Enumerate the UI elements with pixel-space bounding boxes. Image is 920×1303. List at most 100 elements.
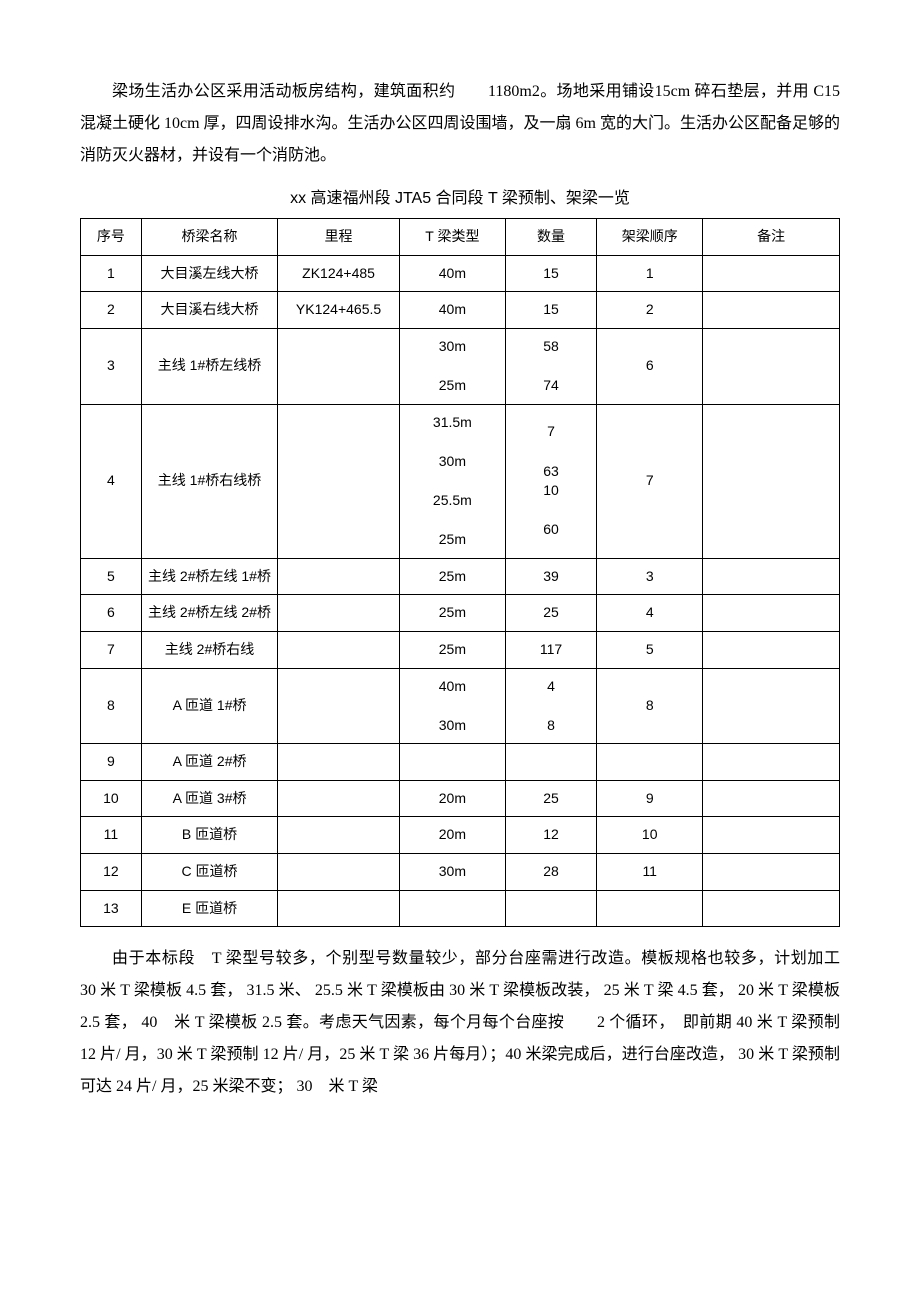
cell-order bbox=[597, 890, 703, 927]
cell-seq: 5 bbox=[81, 558, 142, 595]
cell-type: 40m bbox=[399, 292, 505, 329]
col-mileage: 里程 bbox=[278, 219, 399, 256]
cell-note bbox=[703, 292, 840, 329]
cell-qty bbox=[506, 890, 597, 927]
cell-seq: 1 bbox=[81, 255, 142, 292]
cell-seq: 3 bbox=[81, 328, 142, 404]
cell-qty: 7 63 10 60 bbox=[506, 404, 597, 558]
cell-note bbox=[703, 404, 840, 558]
cell-seq: 11 bbox=[81, 817, 142, 854]
cell-name: 主线 2#桥左线 2#桥 bbox=[141, 595, 278, 632]
cell-note bbox=[703, 631, 840, 668]
cell-qty: 12 bbox=[506, 817, 597, 854]
table-row: 3主线 1#桥左线桥30m 25m58 746 bbox=[81, 328, 840, 404]
cell-qty: 15 bbox=[506, 292, 597, 329]
cell-order: 4 bbox=[597, 595, 703, 632]
cell-seq: 9 bbox=[81, 744, 142, 781]
cell-seq: 6 bbox=[81, 595, 142, 632]
cell-type: 40m bbox=[399, 255, 505, 292]
cell-seq: 7 bbox=[81, 631, 142, 668]
table-row: 2大目溪右线大桥YK124+465.540m152 bbox=[81, 292, 840, 329]
table-row: 4主线 1#桥右线桥 31.5m 30m 25.5m 25m7 63 10 607 bbox=[81, 404, 840, 558]
cell-qty: 4 8 bbox=[506, 668, 597, 744]
cell-type: 30m bbox=[399, 854, 505, 891]
cell-type: 20m bbox=[399, 817, 505, 854]
paragraph-1: 梁场生活办公区采用活动板房结构，建筑面积约 1180m2。场地采用铺设15cm … bbox=[80, 76, 840, 172]
table-row: 12C 匝道桥30m2811 bbox=[81, 854, 840, 891]
cell-type bbox=[399, 744, 505, 781]
cell-qty: 58 74 bbox=[506, 328, 597, 404]
cell-note bbox=[703, 595, 840, 632]
cell-qty: 15 bbox=[506, 255, 597, 292]
cell-note bbox=[703, 668, 840, 744]
cell-seq: 10 bbox=[81, 780, 142, 817]
cell-type: 25m bbox=[399, 631, 505, 668]
cell-seq: 12 bbox=[81, 854, 142, 891]
cell-name: 主线 1#桥左线桥 bbox=[141, 328, 278, 404]
cell-note bbox=[703, 780, 840, 817]
table-row: 10A 匝道 3#桥 20m259 bbox=[81, 780, 840, 817]
cell-name: A 匝道 3#桥 bbox=[141, 780, 278, 817]
table-row: 6主线 2#桥左线 2#桥25m254 bbox=[81, 595, 840, 632]
cell-mileage bbox=[278, 780, 399, 817]
cell-seq: 2 bbox=[81, 292, 142, 329]
col-name: 桥梁名称 bbox=[141, 219, 278, 256]
cell-type: 40m 30m bbox=[399, 668, 505, 744]
cell-order: 2 bbox=[597, 292, 703, 329]
cell-mileage: ZK124+485 bbox=[278, 255, 399, 292]
table-row: 7主线 2#桥右线 25m1175 bbox=[81, 631, 840, 668]
cell-type: 20m bbox=[399, 780, 505, 817]
cell-mileage bbox=[278, 817, 399, 854]
cell-seq: 8 bbox=[81, 668, 142, 744]
cell-name: 主线 2#桥右线 bbox=[141, 631, 278, 668]
cell-name: C 匝道桥 bbox=[141, 854, 278, 891]
cell-name: B 匝道桥 bbox=[141, 817, 278, 854]
cell-name: A 匝道 1#桥 bbox=[141, 668, 278, 744]
cell-name: 大目溪右线大桥 bbox=[141, 292, 278, 329]
cell-order: 5 bbox=[597, 631, 703, 668]
col-type: T 梁类型 bbox=[399, 219, 505, 256]
cell-qty bbox=[506, 744, 597, 781]
cell-qty: 39 bbox=[506, 558, 597, 595]
table-header-row: 序号 桥梁名称 里程 T 梁类型 数量 架梁顺序 备注 bbox=[81, 219, 840, 256]
cell-qty: 117 bbox=[506, 631, 597, 668]
cell-order: 3 bbox=[597, 558, 703, 595]
cell-order bbox=[597, 744, 703, 781]
cell-mileage bbox=[278, 328, 399, 404]
cell-order: 7 bbox=[597, 404, 703, 558]
cell-order: 9 bbox=[597, 780, 703, 817]
table-row: 1大目溪左线大桥ZK124+48540m151 bbox=[81, 255, 840, 292]
cell-order: 1 bbox=[597, 255, 703, 292]
table-row: 5主线 2#桥左线 1#桥25m393 bbox=[81, 558, 840, 595]
cell-name: E 匝道桥 bbox=[141, 890, 278, 927]
cell-note bbox=[703, 890, 840, 927]
cell-type: 25m bbox=[399, 595, 505, 632]
cell-mileage bbox=[278, 631, 399, 668]
table-row: 11B 匝道桥20m1210 bbox=[81, 817, 840, 854]
table-row: 13E 匝道桥 bbox=[81, 890, 840, 927]
col-order: 架梁顺序 bbox=[597, 219, 703, 256]
col-qty: 数量 bbox=[506, 219, 597, 256]
cell-note bbox=[703, 854, 840, 891]
cell-qty: 28 bbox=[506, 854, 597, 891]
cell-mileage bbox=[278, 890, 399, 927]
cell-name: 主线 1#桥右线桥 bbox=[141, 404, 278, 558]
cell-qty: 25 bbox=[506, 780, 597, 817]
cell-note bbox=[703, 328, 840, 404]
cell-mileage bbox=[278, 854, 399, 891]
cell-type: 31.5m 30m 25.5m 25m bbox=[399, 404, 505, 558]
cell-seq: 4 bbox=[81, 404, 142, 558]
table-caption: xx 高速福州段 JTA5 合同段 T 梁预制、架梁一览 bbox=[80, 184, 840, 208]
cell-order: 6 bbox=[597, 328, 703, 404]
cell-type bbox=[399, 890, 505, 927]
cell-note bbox=[703, 558, 840, 595]
table-row: 9A 匝道 2#桥 bbox=[81, 744, 840, 781]
cell-mileage: YK124+465.5 bbox=[278, 292, 399, 329]
cell-note bbox=[703, 744, 840, 781]
cell-name: 大目溪左线大桥 bbox=[141, 255, 278, 292]
cell-note bbox=[703, 255, 840, 292]
cell-mileage bbox=[278, 668, 399, 744]
beam-table: 序号 桥梁名称 里程 T 梁类型 数量 架梁顺序 备注 1大目溪左线大桥ZK12… bbox=[80, 218, 840, 927]
col-note: 备注 bbox=[703, 219, 840, 256]
table-row: 8A 匝道 1#桥40m 30m4 88 bbox=[81, 668, 840, 744]
